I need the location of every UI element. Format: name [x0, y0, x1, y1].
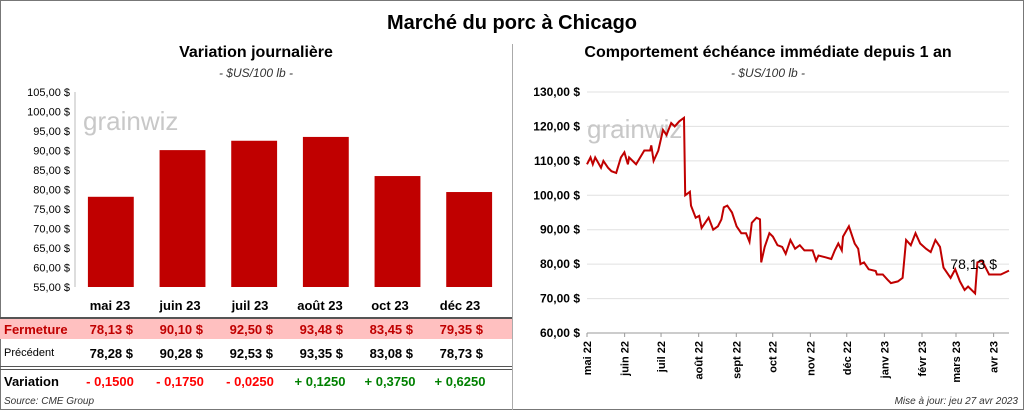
y-tick-label: 75,00 $ [33, 204, 70, 216]
y-tick-label: 130,00 $ [533, 85, 580, 99]
x-tick-label: avr 23 [989, 341, 1001, 373]
y-tick-label: 70,00 $ [540, 292, 580, 306]
y-tick-label: 80,00 $ [33, 185, 70, 197]
table-row-precedent: Précédent 78,28 $ 90,28 $ 92,53 $ 93,35 $ 83,… [0, 342, 512, 364]
x-tick-label: juin 22 [620, 341, 632, 377]
x-tick-label: sept 22 [731, 341, 743, 379]
y-tick-label: 95,00 $ [33, 126, 70, 138]
variation-cell: + 0,6250 [434, 373, 486, 389]
last-value-label: 78,13 $ [950, 256, 997, 272]
right-subtitle: Comportement échéance immédiate depuis 1… [584, 44, 952, 61]
y-tick-label: 100,00 $ [27, 107, 70, 119]
fermeture-cell: 79,35 $ [439, 321, 483, 337]
left-unit: - $US/100 lb - [218, 66, 294, 80]
precedent-cell: 83,08 $ [369, 345, 413, 361]
variation-cell: - 0,0250 [226, 373, 274, 389]
x-tick-label: mai 22 [582, 341, 594, 375]
watermark: grainwiz [83, 106, 178, 136]
month-cell: juin 23 [159, 297, 201, 313]
line-chart: 60,00 $ 70,00 $ 80,00 $ 90,00 $ 100,00 $ 110,… [533, 85, 1010, 383]
y-tick-label: 70,00 $ [33, 224, 70, 236]
variation-cell: - 0,1500 [86, 373, 134, 389]
bar-chart: grainwiz 55,00 $ 60,00 $ 65,00 $ 70,00 $ 75,0… [27, 87, 493, 294]
x-tick-label: mars 23 [951, 341, 963, 383]
precedent-cell: 92,53 $ [229, 345, 273, 361]
fermeture-label: Fermeture [4, 321, 68, 337]
variation-cell: + 0,1250 [294, 373, 346, 389]
precedent-cell: 78,28 $ [89, 345, 133, 361]
table-header-row: mai 23 juin 23 juil 23 août 23 oct 23 déc 23 [0, 294, 512, 316]
price-line [586, 115, 1010, 296]
x-tick-label: déc 22 [842, 341, 854, 375]
bar [87, 196, 134, 287]
bar [231, 140, 278, 287]
bar [446, 192, 493, 287]
table-row-variation: Variation - 0,1500 - 0,1750 - 0,0250 + 0,125… [0, 370, 512, 392]
x-tick-label: août 22 [694, 341, 706, 380]
bar [159, 150, 206, 287]
x-tick-label: nov 22 [805, 341, 817, 376]
right-unit: - $US/100 lb - [730, 66, 806, 80]
fermeture-cell: 93,48 $ [299, 321, 343, 337]
y-tick-label: 100,00 $ [533, 188, 580, 202]
fermeture-cell: 90,10 $ [159, 321, 203, 337]
x-tick-label: janv 23 [879, 341, 891, 379]
y-tick-label: 90,00 $ [540, 223, 580, 237]
y-tick-label: 90,00 $ [33, 146, 70, 158]
bar [302, 136, 349, 287]
fermeture-cell: 78,13 $ [89, 321, 133, 337]
month-cell: déc 23 [439, 297, 481, 313]
y-tick-label: 85,00 $ [33, 165, 70, 177]
month-cell: mai 23 [89, 297, 131, 313]
left-subtitle: Variation journalière [179, 44, 333, 61]
x-tick-label: févr 23 [917, 341, 929, 376]
source-note: Source: CME Group [4, 396, 95, 407]
precedent-label: Précédent [4, 347, 55, 359]
y-tick-label: 80,00 $ [540, 257, 580, 271]
x-tick-label: juil 22 [656, 341, 668, 373]
precedent-cell: 90,28 $ [159, 345, 203, 361]
fermeture-cell: 83,45 $ [369, 321, 413, 337]
table-row-fermeture: Fermeture 78,13 $ 90,10 $ 92,50 $ 93,48 $ 83,… [0, 317, 512, 339]
variation-cell: + 0,3750 [364, 373, 416, 389]
y-tick-label: 60,00 $ [540, 326, 580, 340]
precedent-cell: 78,73 $ [439, 345, 483, 361]
fermeture-cell: 92,50 $ [229, 321, 273, 337]
y-tick-label: 105,00 $ [27, 87, 70, 99]
month-cell: août 23 [297, 297, 343, 313]
page-title: Marché du porc à Chicago [386, 12, 638, 34]
divider [512, 44, 513, 410]
y-tick-label: 120,00 $ [533, 119, 580, 133]
x-tick-label: oct 22 [768, 341, 780, 373]
double-rule [0, 366, 512, 370]
y-tick-label: 60,00 $ [33, 263, 70, 275]
watermark: grainwiz [587, 114, 682, 144]
y-tick-label: 55,00 $ [33, 282, 70, 294]
month-cell: oct 23 [371, 297, 409, 313]
variation-label: Variation [4, 373, 59, 389]
y-tick-label: 110,00 $ [534, 154, 580, 168]
y-tick-label: 65,00 $ [33, 243, 70, 255]
bar [374, 176, 421, 287]
precedent-cell: 93,35 $ [299, 345, 343, 361]
month-cell: juil 23 [231, 297, 269, 313]
variation-cell: - 0,1750 [156, 373, 204, 389]
updated-note: Mise à jour: jeu 27 avr 2023 [894, 396, 1018, 407]
